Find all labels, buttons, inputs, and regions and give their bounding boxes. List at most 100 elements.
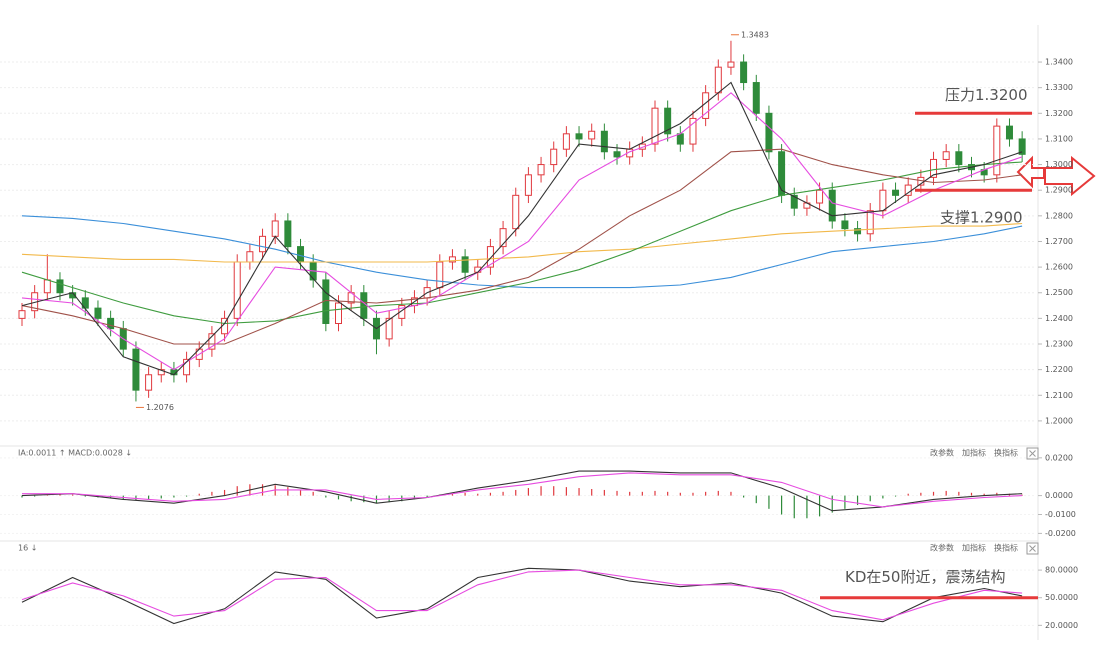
close-x[interactable] [1029, 450, 1036, 457]
y-tick-label: -0.0200 [1045, 529, 1076, 538]
candle-body [879, 189, 887, 212]
candle-body [284, 220, 292, 248]
close-icon[interactable] [1026, 542, 1039, 555]
annotation-text: KD在50附近，震荡结构 [845, 568, 1005, 586]
candle-body [56, 279, 64, 294]
candle-body [562, 133, 570, 150]
close-box[interactable] [1026, 447, 1039, 460]
candle-body [436, 261, 444, 289]
candle-body [790, 194, 798, 209]
candle-body [930, 158, 938, 178]
candle-body [246, 251, 254, 263]
candle-body [664, 107, 672, 135]
indicator-button[interactable]: 换指标 [994, 448, 1018, 458]
candle-body [208, 333, 216, 350]
indicator-line [21, 222, 1023, 263]
candle-body [360, 292, 368, 319]
extreme-label: 1.3483 [741, 30, 769, 39]
candle-body [524, 174, 532, 196]
candle-body [841, 220, 849, 230]
candle-body [942, 151, 950, 160]
candle-body [892, 189, 900, 196]
close-box[interactable] [1026, 542, 1039, 555]
indicator-line [21, 81, 1023, 376]
candle-body [448, 256, 456, 263]
y-tick-label: 1.2700 [1045, 237, 1073, 246]
indicator-button[interactable]: 改参数 [930, 543, 954, 553]
candle-body [107, 317, 115, 330]
candle-body [778, 151, 786, 196]
candle-body [132, 348, 140, 391]
candle-body [689, 117, 697, 145]
candle-body [486, 246, 494, 268]
annotation-text: 支撑1.2900 [940, 209, 1023, 227]
candle-body [145, 374, 153, 391]
arrow-right [1044, 155, 1096, 197]
y-tick-label: 50.0000 [1045, 593, 1078, 602]
y-tick-label: 1.2900 [1045, 186, 1073, 195]
indicator-line [21, 161, 1023, 325]
indicator-button[interactable]: 加指标 [962, 448, 986, 458]
indicator-line [21, 215, 1023, 289]
candle-body [765, 112, 773, 153]
candle-body [727, 61, 735, 68]
candle-body [588, 130, 596, 140]
candle-body [537, 164, 545, 176]
candle-body [335, 302, 342, 324]
candle-body [385, 317, 393, 340]
candle-body [233, 261, 241, 319]
y-tick-label: 0.0000 [1045, 491, 1073, 500]
arrow-left [1016, 155, 1045, 189]
indicator-line [21, 92, 1023, 371]
y-tick-label: 1.3100 [1045, 134, 1073, 143]
extreme-label: 1.2076 [146, 403, 174, 412]
y-tick-label: 1.2300 [1045, 340, 1073, 349]
candle-body [183, 358, 191, 376]
close-icon[interactable] [1026, 447, 1039, 460]
y-tick-label: 1.3400 [1045, 58, 1073, 67]
close-x[interactable] [1029, 545, 1036, 552]
candle-body [575, 133, 583, 140]
candle-body [993, 125, 1001, 176]
indicator-button[interactable]: 换指标 [994, 543, 1018, 553]
candle-body [866, 210, 874, 235]
candle-body [461, 256, 469, 273]
y-tick-label: 0.0200 [1045, 453, 1073, 462]
indicator-header: 16 ↓ [18, 544, 37, 553]
candle-body [740, 61, 748, 84]
indicator-header: IA:0.0011 ↑ MACD:0.0028 ↓ [18, 449, 132, 458]
candle-body [714, 66, 722, 94]
candle-body [1005, 125, 1013, 140]
candle-body [752, 82, 760, 114]
candle-body [297, 246, 305, 263]
candle-body [550, 148, 558, 166]
candle-body [259, 235, 267, 253]
y-tick-label: 1.2400 [1045, 314, 1073, 323]
candle-body [499, 228, 507, 248]
candle-body [816, 189, 824, 204]
indicator-button[interactable]: 加指标 [962, 543, 986, 553]
y-tick-label: 80.0000 [1045, 566, 1078, 575]
indicator-line [21, 567, 1023, 625]
candle-body [676, 133, 684, 145]
candle-body [828, 189, 836, 222]
candle-body [398, 305, 406, 319]
y-tick-label: -0.0100 [1045, 510, 1076, 519]
candle-body [651, 107, 659, 145]
y-tick-label: 1.2800 [1045, 211, 1073, 220]
y-tick-label: 1.2100 [1045, 391, 1073, 400]
candle-body [157, 369, 165, 376]
y-tick-label: 1.2600 [1045, 263, 1073, 272]
indicator-line [22, 472, 1023, 508]
y-tick-label: 1.2000 [1045, 416, 1073, 425]
y-tick-label: 1.3300 [1045, 83, 1073, 92]
indicator-button[interactable]: 改参数 [930, 448, 954, 458]
y-tick-label: 1.2500 [1045, 288, 1073, 297]
indicator-line [21, 148, 1023, 345]
indicator-line [21, 569, 1023, 621]
y-tick-label: 1.2200 [1045, 365, 1073, 374]
candle-body [854, 228, 862, 235]
y-tick-label: 1.3200 [1045, 109, 1073, 118]
